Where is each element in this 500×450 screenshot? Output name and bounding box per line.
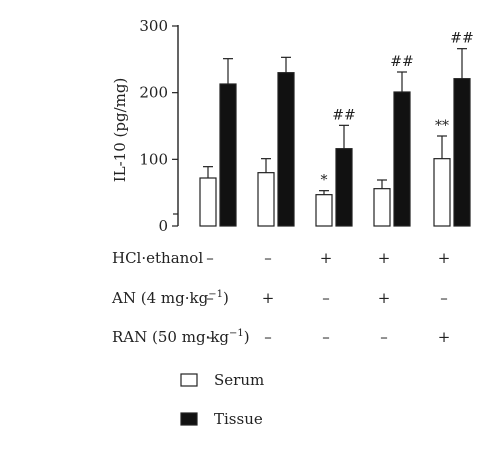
treatment-value-2-2: + [262, 289, 275, 307]
treatment-value-1-2: – [264, 249, 272, 267]
tissue-bar-2 [277, 72, 295, 227]
treatment-value-2-1: – [206, 289, 214, 307]
axes: 0 100 200 300 IL-10 (pg/mg) [111, 17, 179, 235]
tissue-bar-1 [219, 83, 237, 227]
serum-significance-5: ** [435, 118, 449, 134]
legend: Serum Tissue [180, 371, 264, 428]
y-tick-label-0: 0 [158, 217, 168, 235]
legend-label-serum: Serum [214, 371, 264, 389]
treatment-value-3-1: – [206, 328, 214, 346]
tissue-significance-3: ## [332, 107, 355, 123]
treatment-value-1-4: + [378, 249, 391, 267]
tissue-significance-4: ## [390, 54, 413, 70]
y-tick-label-100: 100 [139, 150, 168, 168]
treatment-label-close: ) [244, 328, 250, 346]
treatment-value-3-4: – [380, 328, 388, 346]
serum-bar-2 [257, 172, 275, 227]
treatment-value-3-3: – [322, 328, 330, 346]
serum-bar-4 [373, 188, 391, 227]
serum-bar-1 [199, 177, 217, 227]
tissue-bar-4 [393, 91, 411, 227]
treatment-label-1: HCl·ethanol [112, 249, 203, 267]
tissue-bar-3 [335, 148, 353, 227]
serum-bar-5 [433, 158, 451, 227]
treatment-label-close: ) [223, 289, 229, 307]
treatment-value-3-2: – [264, 328, 272, 346]
y-axis-label: IL-10 (pg/mg) [111, 78, 129, 183]
treatment-value-1-5: + [438, 249, 451, 267]
tissue-bar-5 [453, 78, 471, 227]
serum-bar-3 [315, 194, 333, 227]
treatment-value-1-1: – [206, 249, 214, 267]
treatment-value-2-4: + [378, 289, 391, 307]
treatment-label-superscript: −1 [208, 289, 223, 300]
treatment-label-superscript: −1 [229, 328, 244, 339]
treatment-value-2-5: – [440, 289, 448, 307]
legend-label-tissue: Tissue [214, 410, 263, 428]
treatment-value-3-5: + [438, 328, 451, 346]
legend-swatch-tissue [180, 412, 198, 426]
y-tick-label-200: 200 [139, 84, 168, 102]
tissue-significance-5: ## [450, 31, 473, 47]
bars: ***###### [199, 31, 474, 227]
treatment-label-3: RAN (50 mg·kg−1) [112, 328, 250, 346]
treatment-value-1-3: + [320, 249, 333, 267]
treatment-label-2: AN (4 mg·kg−1) [111, 289, 229, 307]
treatment-value-2-3: – [322, 289, 330, 307]
y-tick-label-300: 300 [139, 17, 168, 35]
treatment-table: HCl·ethanol – – + + +AN (4 mg·kg−1)– + – + –RAN (… [111, 249, 450, 346]
serum-significance-3: * [321, 173, 328, 189]
legend-swatch-serum [180, 373, 198, 387]
